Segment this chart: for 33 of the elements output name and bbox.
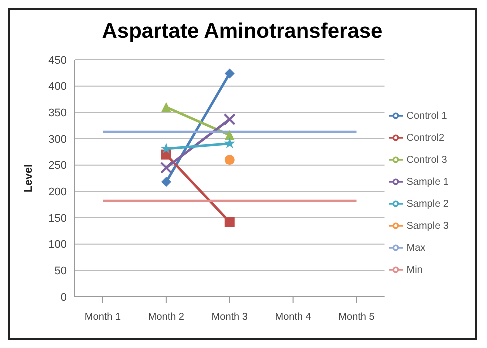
point (224, 138, 236, 149)
y-tick-label: 450 (48, 54, 67, 67)
y-axis-title: Level (22, 164, 35, 193)
legend-label: Sample 2 (406, 199, 449, 210)
y-tick-label: 50 (54, 266, 67, 278)
legend-label: Control 1 (406, 111, 448, 122)
y-tick-label: 100 (48, 239, 67, 252)
y-tick-label: 300 (48, 134, 67, 146)
legend-label: Max (406, 243, 426, 254)
legend-label: Sample 3 (406, 221, 449, 232)
point (160, 162, 172, 174)
point (160, 143, 172, 154)
y-tick-label: 0 (60, 292, 67, 304)
legend-label: Sample 1 (406, 177, 449, 188)
x-tick-label: Month 2 (148, 312, 185, 324)
y-tick-label: 250 (48, 160, 67, 172)
legend-label: Control 3 (406, 155, 448, 166)
x-tick-label: Month 5 (338, 312, 376, 324)
chart-title: Aspartate Aminotransferase (101, 20, 384, 45)
point (224, 155, 235, 166)
point (224, 114, 236, 126)
legend-label: Min (406, 265, 423, 276)
point (161, 177, 172, 188)
y-tick-label: 150 (48, 212, 67, 225)
x-tick-label: Month 3 (212, 312, 248, 324)
x-tick-label: Month 1 (84, 312, 122, 324)
y-tick-label: 350 (48, 108, 67, 120)
y-tick-label: 200 (48, 186, 67, 199)
legend-label: Control2 (406, 133, 445, 144)
point (224, 217, 235, 228)
point (224, 68, 235, 79)
y-tick-label: 400 (48, 81, 67, 94)
x-tick-label: Month 4 (275, 312, 312, 324)
